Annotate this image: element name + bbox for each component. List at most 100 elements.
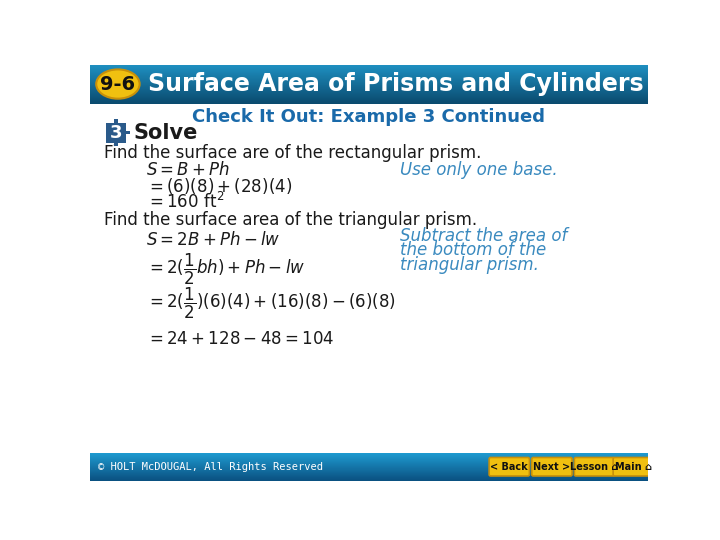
Bar — [90, 455, 648, 456]
Bar — [90, 463, 648, 464]
Bar — [90, 76, 648, 77]
Bar — [90, 476, 648, 477]
Bar — [90, 77, 648, 78]
Bar — [90, 67, 648, 68]
Bar — [90, 478, 648, 479]
Bar — [90, 458, 648, 459]
Bar — [90, 472, 648, 474]
Bar — [90, 75, 648, 76]
Bar — [90, 474, 648, 475]
Bar — [90, 65, 648, 66]
Bar — [90, 457, 648, 458]
Bar — [90, 476, 648, 477]
Bar — [90, 464, 648, 465]
Bar — [90, 470, 648, 471]
Text: 3: 3 — [109, 124, 122, 141]
Bar — [90, 80, 648, 82]
Bar — [90, 469, 648, 470]
Bar — [90, 468, 648, 469]
Text: Main ⌂: Main ⌂ — [615, 462, 652, 472]
Bar — [90, 67, 648, 68]
Bar — [90, 79, 648, 80]
Bar — [90, 462, 648, 463]
Bar — [90, 73, 648, 74]
Bar — [90, 98, 648, 99]
Bar — [90, 456, 648, 457]
Bar — [90, 82, 648, 83]
Bar — [90, 102, 648, 103]
Text: 9-6: 9-6 — [100, 75, 135, 93]
Bar — [90, 74, 648, 75]
Bar — [90, 454, 648, 455]
Bar — [126, 131, 130, 134]
Bar — [90, 76, 648, 77]
Text: $= 160\ \mathregular{ft}^2$: $= 160\ \mathregular{ft}^2$ — [145, 192, 224, 212]
Bar — [90, 455, 648, 456]
Bar — [90, 462, 648, 463]
Bar — [90, 474, 648, 475]
Bar — [90, 69, 648, 70]
Bar — [90, 475, 648, 476]
Bar — [90, 453, 648, 454]
FancyBboxPatch shape — [575, 457, 615, 476]
Text: Surface Area of Prisms and Cylinders: Surface Area of Prisms and Cylinders — [148, 72, 644, 96]
Bar — [106, 123, 126, 143]
Bar — [90, 100, 648, 101]
Bar — [90, 78, 648, 79]
Bar — [90, 464, 648, 465]
Bar — [90, 467, 648, 468]
Bar — [90, 463, 648, 464]
Bar — [90, 465, 648, 467]
Text: $S = B + Ph$: $S = B + Ph$ — [145, 161, 230, 179]
Bar — [90, 465, 648, 466]
Bar — [90, 470, 648, 471]
Bar — [90, 464, 648, 465]
Bar — [90, 85, 648, 86]
Bar — [90, 103, 648, 104]
Bar — [90, 70, 648, 71]
Bar — [90, 81, 648, 82]
Bar — [90, 94, 648, 95]
Bar — [90, 73, 648, 75]
Bar — [90, 71, 648, 72]
Text: $= 2(\dfrac{1}{2}bh) + Ph - lw$: $= 2(\dfrac{1}{2}bh) + Ph - lw$ — [145, 252, 305, 287]
Text: Find the surface area of the triangular prism.: Find the surface area of the triangular … — [104, 211, 477, 230]
Bar — [90, 70, 648, 71]
Bar — [90, 93, 648, 94]
Text: Subtract the area of: Subtract the area of — [400, 227, 567, 245]
Bar — [90, 461, 648, 462]
Bar — [90, 458, 648, 459]
Bar — [90, 90, 648, 91]
FancyBboxPatch shape — [532, 457, 572, 476]
Bar — [90, 89, 648, 90]
Bar — [90, 472, 648, 473]
FancyBboxPatch shape — [489, 457, 529, 476]
Bar — [90, 87, 648, 88]
Bar — [90, 477, 648, 478]
Bar — [90, 467, 648, 468]
Bar — [90, 80, 648, 81]
Bar — [90, 96, 648, 97]
Bar — [90, 461, 648, 462]
Bar — [90, 69, 648, 70]
Bar — [90, 84, 648, 85]
Text: © HOLT McDOUGAL, All Rights Reserved: © HOLT McDOUGAL, All Rights Reserved — [98, 462, 323, 472]
Ellipse shape — [96, 70, 140, 99]
Bar — [90, 68, 648, 69]
Bar — [90, 469, 648, 470]
Bar — [90, 95, 648, 96]
Text: < Back: < Back — [490, 462, 528, 472]
Bar — [90, 99, 648, 100]
Text: Check It Out: Example 3 Continued: Check It Out: Example 3 Continued — [192, 108, 546, 126]
Bar — [90, 473, 648, 474]
Bar — [90, 459, 648, 460]
Bar — [90, 471, 648, 472]
Bar — [90, 71, 648, 72]
Text: Use only one base.: Use only one base. — [400, 161, 557, 179]
Bar — [90, 93, 648, 94]
Bar — [90, 480, 648, 481]
FancyBboxPatch shape — [613, 457, 654, 476]
Text: the bottom of the: the bottom of the — [400, 241, 546, 259]
Bar — [90, 88, 648, 89]
Bar — [90, 68, 648, 69]
